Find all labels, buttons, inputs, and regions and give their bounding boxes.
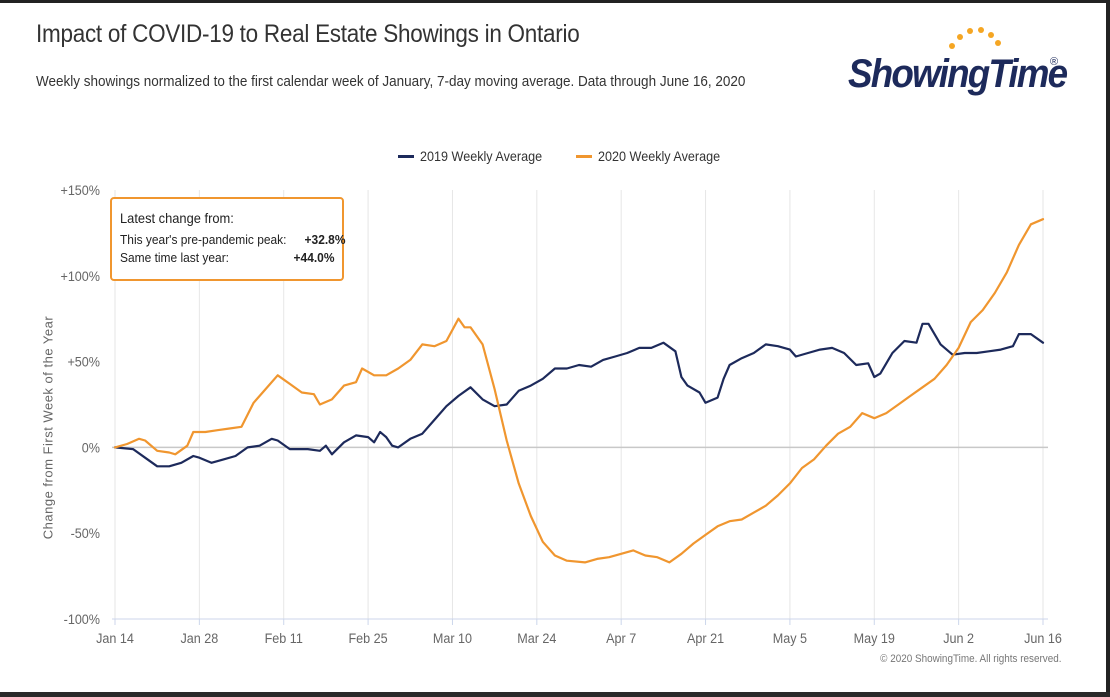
y-tick-label: +150% [60, 182, 100, 198]
x-tick-label: Mar 10 [433, 630, 472, 646]
logo-dots-icon [949, 27, 1001, 49]
x-tick-label: Mar 24 [517, 630, 556, 646]
infobox-last-year-label: Same time last year: [120, 250, 230, 265]
legend-swatch-2019 [398, 154, 414, 158]
x-tick-label: May 19 [854, 630, 895, 646]
legend-label-2020: 2020 Weekly Average [597, 148, 720, 164]
bottom-border [0, 692, 1110, 697]
legend-item-2020[interactable]: 2020 Weekly Average [575, 148, 734, 164]
top-border [0, 0, 1110, 3]
y-tick-label: -100% [64, 611, 101, 627]
chart-legend: 2019 Weekly Average 2020 Weekly Average [398, 148, 733, 164]
showingtime-logo: ShowingTime [848, 52, 1068, 96]
right-border [1106, 0, 1110, 697]
y-tick-label: +50% [67, 354, 100, 370]
infobox-row-peak: This year's pre-pandemic peak: +32.8% [120, 231, 345, 249]
latest-change-infobox: Latest change from: This year's pre-pand… [110, 197, 345, 281]
x-tick-label: Jun 16 [1024, 630, 1062, 646]
chart-title: Impact of COVID-19 to Real Estate Showin… [36, 20, 580, 48]
legend-item-2019[interactable]: 2019 Weekly Average [398, 148, 556, 164]
copyright-credits: © 2020 ShowingTime. All rights reserved. [880, 653, 1062, 665]
x-tick-label: Apr 21 [687, 630, 724, 646]
series-line-2019 [113, 322, 1045, 468]
infobox-peak-value: +32.8% [304, 232, 346, 247]
y-tick-label: +100% [60, 268, 100, 284]
series-line-2020 [113, 218, 1045, 564]
infobox-row-last-year: Same time last year: +44.0% [120, 249, 334, 267]
y-tick-label: -50% [71, 526, 101, 542]
legend-label-2019: 2019 Weekly Average [420, 148, 543, 164]
legend-swatch-2020 [575, 154, 592, 158]
infobox-peak-label: This year's pre-pandemic peak: [120, 232, 287, 247]
x-tick-label: May 5 [773, 630, 807, 646]
x-tick-label: Jan 14 [96, 630, 134, 646]
y-tick-label: 0% [82, 440, 100, 456]
x-tick-label: Feb 25 [349, 630, 388, 646]
x-tick-label: Jun 2 [943, 630, 974, 646]
chart-subtitle: Weekly showings normalized to the first … [36, 73, 746, 90]
registered-mark: ® [1050, 56, 1059, 68]
infobox-heading: Latest change from: [120, 210, 234, 226]
x-tick-label: Jan 28 [180, 630, 218, 646]
x-tick-label: Feb 11 [265, 630, 303, 646]
x-tick-label: Apr 7 [606, 630, 636, 646]
infobox-last-year-value: +44.0% [293, 250, 334, 265]
